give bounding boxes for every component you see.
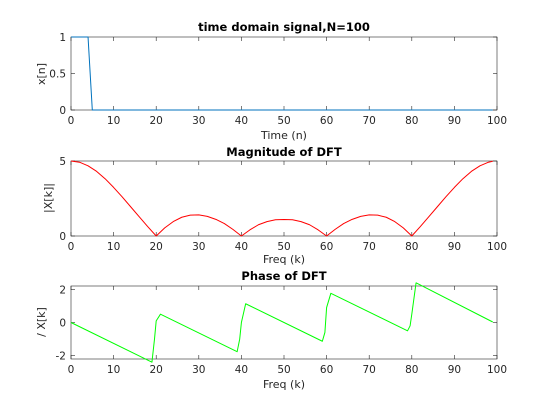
- panel1-plot: 0 10 20 30 40 50 60 70 80 90 100 0 0.5 1: [49, 32, 507, 127]
- y-tick-label: 5: [59, 156, 66, 168]
- x-tick-label: 30: [192, 241, 205, 253]
- x-tick-label: 10: [107, 241, 120, 253]
- x-tick-label: 20: [150, 115, 163, 127]
- y-tick-label: 1: [59, 32, 66, 44]
- panel3-title: Phase of DFT: [241, 269, 326, 283]
- panel2-ylabel: |X[k]|: [42, 183, 55, 213]
- x-tick-label: 0: [68, 115, 75, 127]
- x-tick-label: 10: [107, 115, 120, 127]
- x-tick-label: 40: [235, 364, 248, 376]
- panel-magnitude: Magnitude of DFT 0 10 20 30 40 50 60 70 80 90 1000…: [42, 145, 507, 266]
- y-tick-label: 0: [59, 105, 66, 117]
- x-tick-label: 50: [277, 115, 290, 127]
- series-line: [70, 160, 493, 237]
- x-tick-label: 20: [150, 241, 163, 253]
- x-tick-label: 60: [320, 241, 333, 253]
- x-tick-label: 100: [487, 115, 507, 127]
- x-tick-label: 70: [363, 241, 376, 253]
- axes-box: [70, 36, 498, 111]
- panel-phase: Phase of DFT 0 10 20 30 40 50 60 70 80 90 100-202 …: [35, 269, 507, 391]
- x-tick-label: 90: [448, 364, 461, 376]
- axes-box: [70, 160, 498, 237]
- x-tick-label: 40: [235, 115, 248, 127]
- panel2-title: Magnitude of DFT: [226, 145, 342, 159]
- x-tick-label: 100: [487, 241, 507, 253]
- x-tick-label: 50: [277, 241, 290, 253]
- y-tick-label: 2: [59, 284, 66, 296]
- panel-time-domain: time domain signal,N=100 0 10 20 30 40 50 60 70…: [35, 20, 507, 142]
- x-tick-label: 60: [320, 115, 333, 127]
- y-tick-label: 0.5: [49, 69, 66, 81]
- x-tick-label: 30: [192, 364, 205, 376]
- series-line: [71, 36, 493, 111]
- x-tick-label: 60: [320, 364, 333, 376]
- x-tick-label: 80: [405, 241, 418, 253]
- panel3-plot: 0 10 20 30 40 50 60 70 80 90 100-202: [56, 282, 507, 376]
- panel1-title: time domain signal,N=100: [198, 20, 370, 34]
- panel3-ylabel: / X[k]: [35, 307, 48, 337]
- panel2-plot: 0 10 20 30 40 50 60 70 80 90 100 0 5: [59, 156, 507, 253]
- x-tick-label: 10: [107, 364, 120, 376]
- x-tick-label: 70: [363, 115, 376, 127]
- x-tick-label: 0: [68, 364, 75, 376]
- x-tick-label: 50: [277, 364, 290, 376]
- x-tick-label: 30: [192, 115, 205, 127]
- x-tick-label: 90: [448, 241, 461, 253]
- panel2-xlabel: Freq (k): [263, 253, 305, 266]
- panel1-ylabel: x[n]: [35, 63, 48, 85]
- panel1-xlabel: Time (n): [260, 129, 307, 142]
- series-line: [70, 282, 493, 363]
- x-tick-label: 80: [405, 364, 418, 376]
- x-tick-label: 20: [150, 364, 163, 376]
- y-tick-label: -2: [56, 351, 66, 363]
- x-tick-label: 100: [487, 364, 507, 376]
- x-tick-label: 40: [235, 241, 248, 253]
- x-tick-label: 90: [448, 115, 461, 127]
- y-tick-label: 0: [59, 231, 66, 243]
- x-tick-label: 70: [363, 364, 376, 376]
- x-tick-label: 0: [68, 241, 75, 253]
- panel3-xlabel: Freq (k): [263, 378, 305, 391]
- x-tick-label: 80: [405, 115, 418, 127]
- y-tick-label: 0: [59, 318, 66, 330]
